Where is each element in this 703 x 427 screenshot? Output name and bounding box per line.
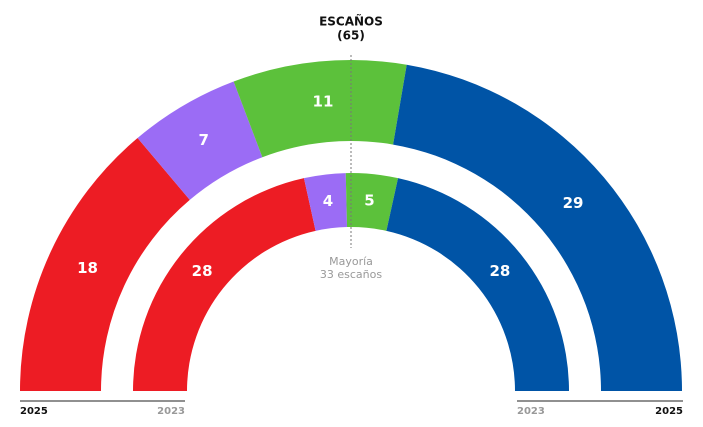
seat-segment [303,173,348,231]
seat-segment [233,60,407,158]
segment-label: 18 [77,259,98,277]
seat-segment [20,138,190,391]
segment-label: 4 [323,192,333,210]
ring-label: 2025 [655,406,683,417]
seat-segment [345,173,399,231]
segment-label: 7 [199,131,209,149]
segment-label: 29 [563,194,584,212]
ring-label: 2023 [157,406,185,417]
chart-subtitle: (65) [337,29,365,43]
majority-label: 33 escaños [320,268,382,281]
segment-label: 11 [313,92,334,110]
seat-segment [386,178,569,391]
seat-segment [137,81,263,200]
segment-label: 28 [192,262,213,280]
ring-label: 2025 [20,406,48,417]
ring-label: 2023 [517,406,545,417]
seat-segment [133,178,316,391]
chart-title: ESCAÑOS [319,14,383,29]
seat-segment [393,64,682,391]
segment-label: 5 [364,191,374,209]
majority-label: Mayoría [329,255,373,268]
segment-label: 28 [489,262,510,280]
